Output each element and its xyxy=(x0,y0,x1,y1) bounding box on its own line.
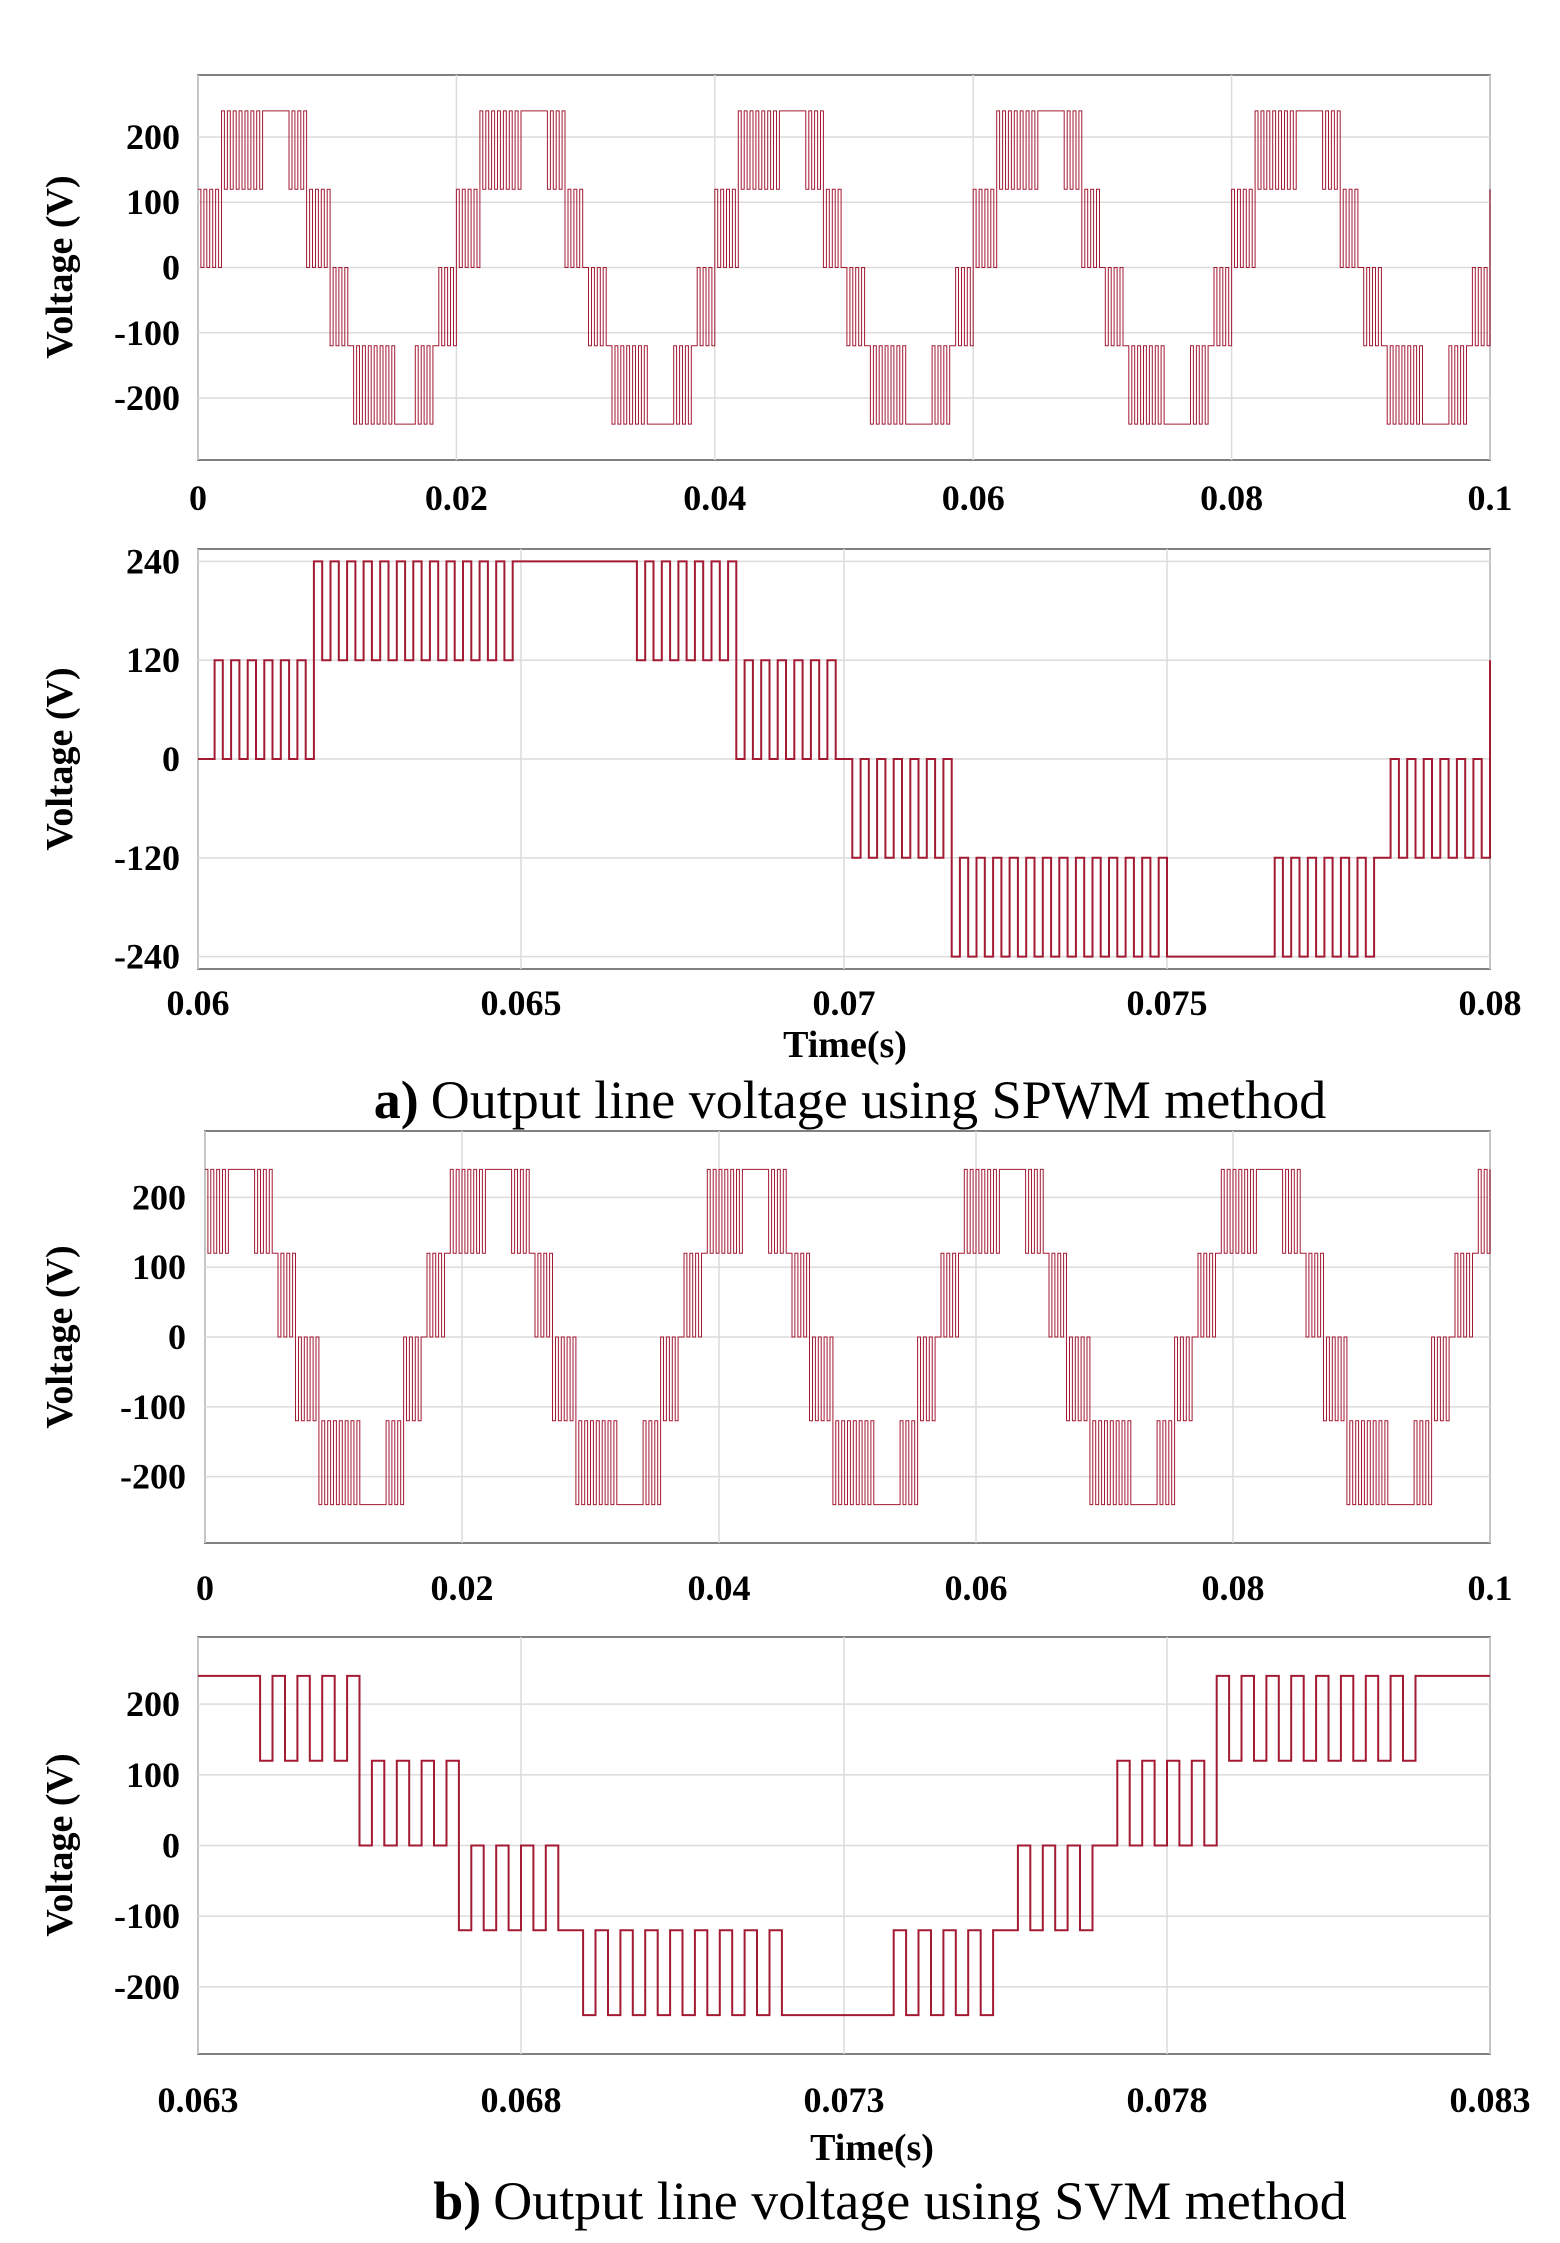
x-axis-label: Time(s) xyxy=(783,1024,907,1066)
y-tick-label: -200 xyxy=(114,1967,180,2007)
y-tick-label: 100 xyxy=(126,182,180,222)
y-tick-label: 0 xyxy=(162,739,180,779)
x-tick-label: 0.063 xyxy=(158,2080,239,2120)
x-tick-label: 0 xyxy=(196,1568,214,1608)
x-tick-label: 0.073 xyxy=(804,2080,885,2120)
y-tick-label: 200 xyxy=(132,1177,186,1217)
y-tick-label: -200 xyxy=(114,378,180,418)
series-line-voltage xyxy=(198,560,1491,958)
y-tick-label: 0 xyxy=(168,1317,186,1357)
x-tick-label: 0.083 xyxy=(1450,2080,1531,2120)
x-axis-label: Time(s) xyxy=(810,2127,934,2169)
x-tick-label: 0.02 xyxy=(431,1568,494,1608)
y-tick-label: -100 xyxy=(114,313,180,353)
y-tick-label: -240 xyxy=(114,937,180,977)
y-tick-label: 200 xyxy=(126,117,180,157)
chart-svm-overview: 0 0.02 0.04 0.06 0.08 0.1 200 100 0 -100 -200 Volt… xyxy=(39,1130,1513,1608)
series-line-voltage xyxy=(198,1674,1490,2017)
x-tick-label: 0.08 xyxy=(1202,1568,1265,1608)
y-tick-label: 0 xyxy=(162,248,180,288)
x-tick-label: 0.08 xyxy=(1459,983,1522,1023)
y-tick-label: 240 xyxy=(126,541,180,581)
caption-a: a) Output line voltage using SPWM method xyxy=(374,1070,1326,1130)
chart-spwm-zoom: 0.06 0.065 0.07 0.075 0.08 240 120 0 -120 -240 Vo… xyxy=(39,541,1522,1066)
chart-spwm-overview: 0 0.02 0.04 0.06 0.08 0.1 200 100 0 -100 -200 Volt… xyxy=(39,74,1513,518)
series-line-voltage xyxy=(205,1168,1491,1506)
x-tick-label: 0.1 xyxy=(1468,478,1513,518)
y-tick-label: 120 xyxy=(126,640,180,680)
y-tick-label: 100 xyxy=(132,1247,186,1287)
x-tick-label: 0.065 xyxy=(481,983,562,1023)
y-axis-label: Voltage (V) xyxy=(39,667,81,850)
y-tick-label: 0 xyxy=(162,1826,180,1866)
y-axis-label: Voltage (V) xyxy=(39,1753,81,1936)
x-tick-label: 0.06 xyxy=(945,1568,1008,1608)
y-tick-label: 100 xyxy=(126,1755,180,1795)
x-tick-label: 0.04 xyxy=(688,1568,751,1608)
x-tick-label: 0.04 xyxy=(683,478,746,518)
caption-b: b) Output line voltage using SVM method xyxy=(433,2171,1346,2231)
x-tick-label: 0.02 xyxy=(425,478,488,518)
y-axis-label: Voltage (V) xyxy=(39,1245,81,1428)
x-tick-label: 0.1 xyxy=(1468,1568,1513,1608)
x-tick-label: 0 xyxy=(189,478,207,518)
y-tick-label: -100 xyxy=(120,1387,186,1427)
y-tick-label: -120 xyxy=(114,838,180,878)
chart-svm-zoom: 0.063 0.068 0.073 0.078 0.083 200 100 0 -100 -200… xyxy=(39,1636,1531,2169)
series-line-voltage xyxy=(198,110,1491,425)
y-tick-label: -200 xyxy=(120,1457,186,1497)
y-tick-label: 200 xyxy=(126,1684,180,1724)
x-tick-label: 0.068 xyxy=(481,2080,562,2120)
x-tick-label: 0.08 xyxy=(1200,478,1263,518)
x-tick-label: 0.07 xyxy=(813,983,876,1023)
y-tick-label: -100 xyxy=(114,1896,180,1936)
x-tick-label: 0.075 xyxy=(1127,983,1208,1023)
y-axis-label: Voltage (V) xyxy=(39,175,81,358)
x-tick-label: 0.078 xyxy=(1127,2080,1208,2120)
x-tick-label: 0.06 xyxy=(942,478,1005,518)
x-tick-label: 0.06 xyxy=(167,983,230,1023)
